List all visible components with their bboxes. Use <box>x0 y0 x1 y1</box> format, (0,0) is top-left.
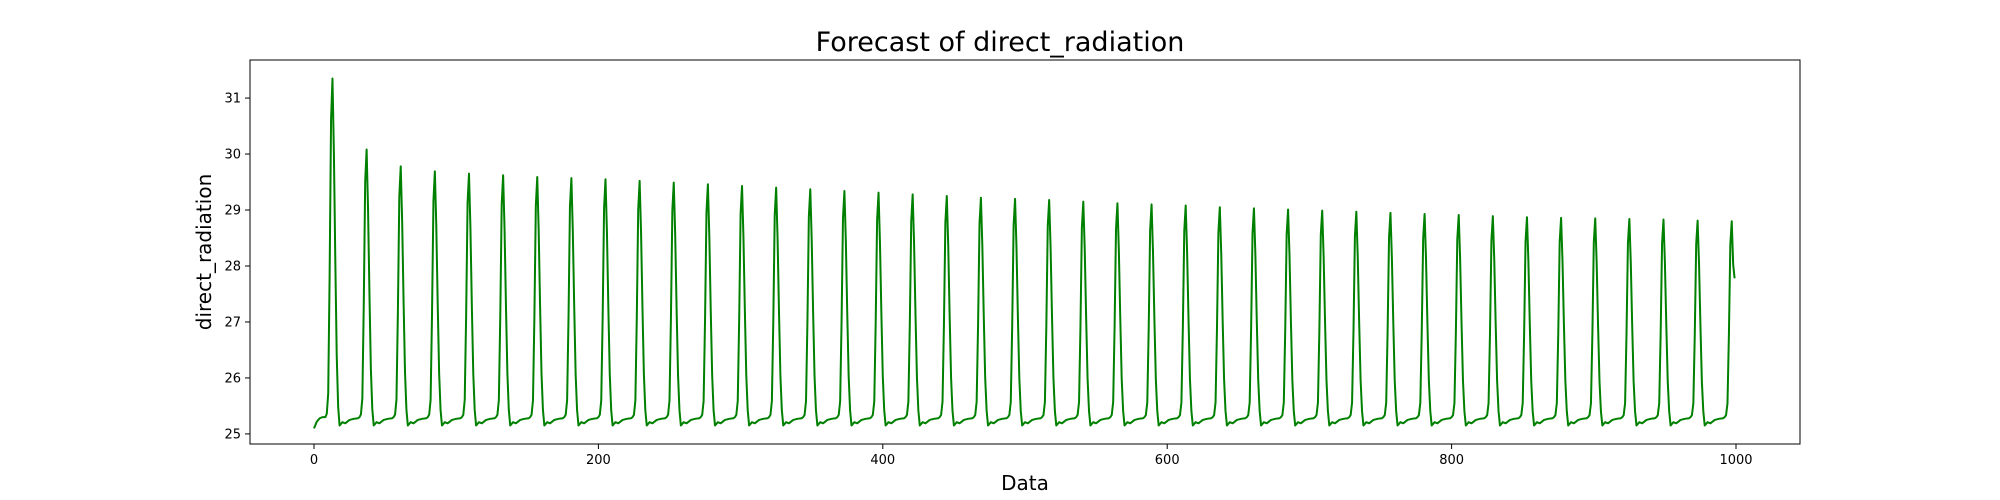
x-tick-label: 1000 <box>1719 453 1752 468</box>
y-tick-label: 25 <box>224 427 241 442</box>
series-layer <box>313 77 1736 429</box>
chart-title: Forecast of direct_radiation <box>816 27 1185 58</box>
y-axis: 25 26 27 28 29 30 31 <box>224 92 250 442</box>
series-line <box>313 77 1736 429</box>
x-axis-label: Data <box>1001 471 1049 495</box>
x-tick-label: 0 <box>310 453 318 468</box>
plot-area-frame <box>249 59 1801 445</box>
y-tick-label: 29 <box>224 204 241 219</box>
y-tick-label: 31 <box>224 92 241 107</box>
x-axis: 0 200 400 600 800 1000 <box>310 444 1753 468</box>
x-tick-label: 600 <box>1155 453 1180 468</box>
x-tick-label: 400 <box>870 453 895 468</box>
x-tick-label: 200 <box>586 453 611 468</box>
y-tick-label: 26 <box>224 371 241 386</box>
y-axis-label: direct_radiation <box>192 174 216 330</box>
y-tick-label: 27 <box>224 315 241 330</box>
y-tick-label: 28 <box>224 259 241 274</box>
x-tick-label: 800 <box>1439 453 1464 468</box>
y-tick-label: 30 <box>224 148 241 163</box>
